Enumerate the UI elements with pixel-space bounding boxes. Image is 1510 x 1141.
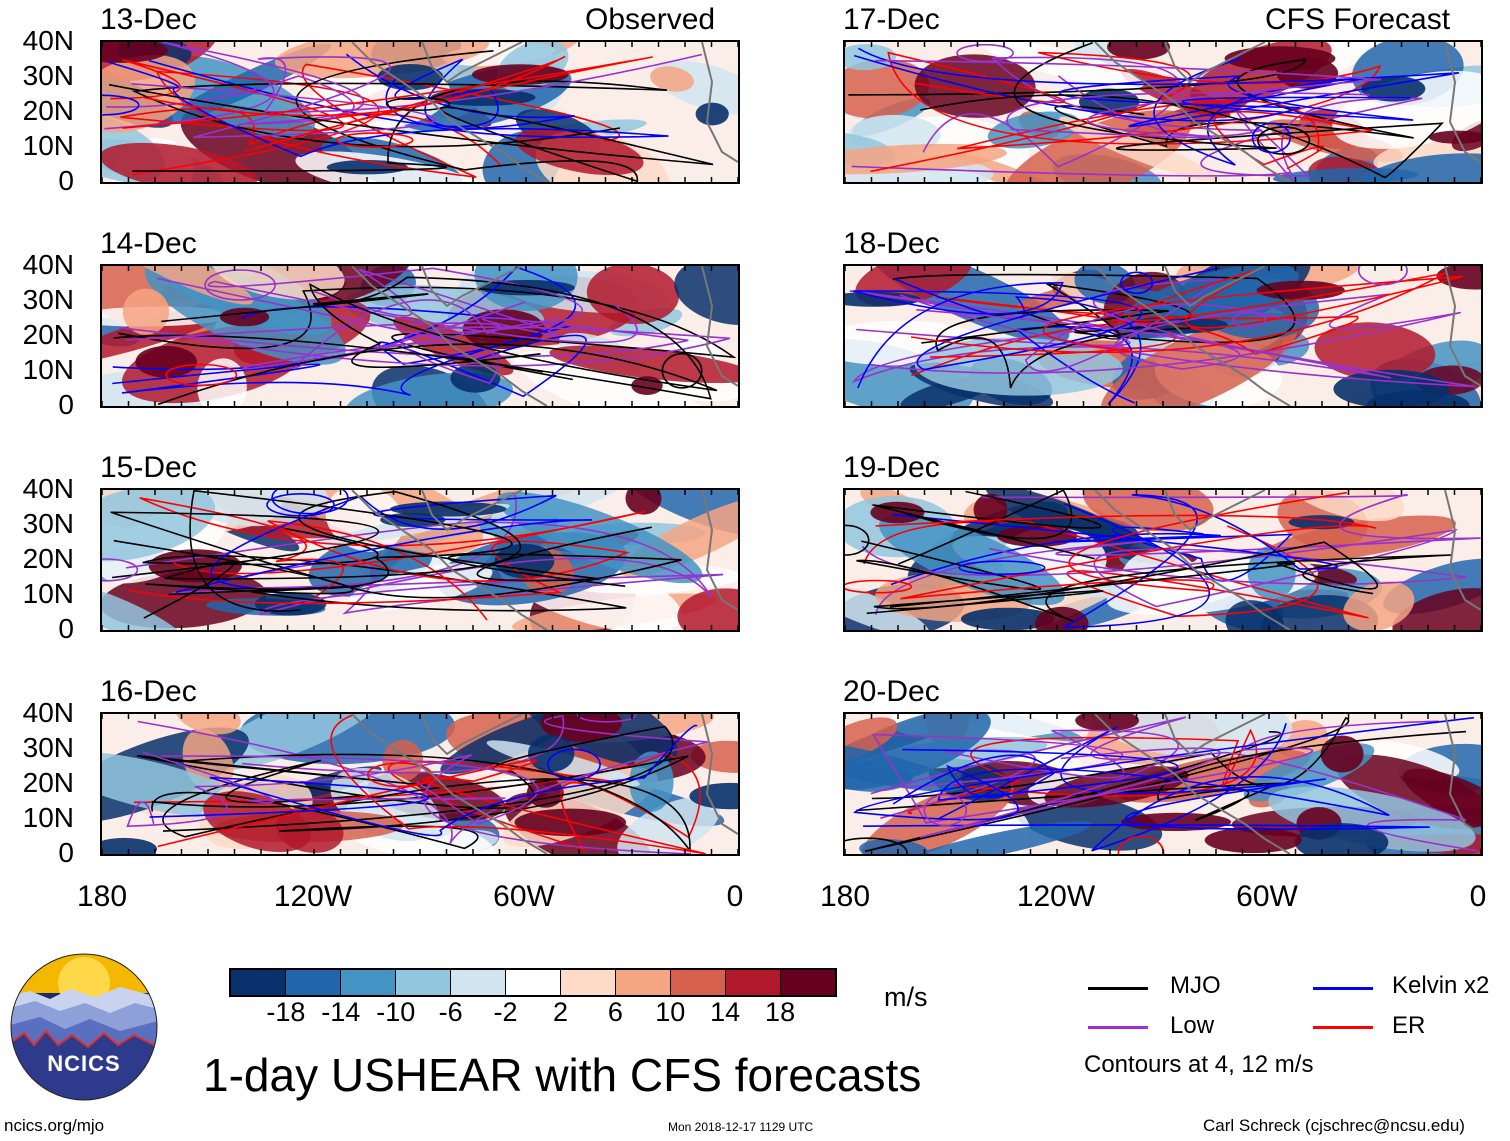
lat-label: 10N bbox=[22, 802, 74, 833]
lat-label: 20N bbox=[22, 95, 74, 126]
colorbar-tick-label: 18 bbox=[765, 997, 796, 1027]
lat-label: 30N bbox=[22, 508, 74, 539]
colorbar-swatch-0 bbox=[231, 970, 286, 995]
lat-label: 20N bbox=[22, 543, 74, 574]
lat-label: 0 bbox=[58, 389, 74, 420]
colorbar-unit: m/s bbox=[884, 982, 928, 1012]
figure-title: 1-day USHEAR with CFS forecasts bbox=[203, 1049, 922, 1101]
lat-label: 30N bbox=[22, 60, 74, 91]
colorbar-swatch-9 bbox=[726, 970, 781, 995]
colorbar-tick-label: -10 bbox=[376, 997, 416, 1027]
x-label-60w-right: 60W bbox=[1236, 880, 1298, 913]
lat-label: 10N bbox=[22, 354, 74, 385]
colorbar-tick-label: -6 bbox=[438, 997, 463, 1027]
legend-er-line bbox=[1313, 1026, 1373, 1029]
legend-kelvin-line bbox=[1313, 987, 1373, 990]
logo-text: NCICS bbox=[47, 1051, 121, 1076]
colorbar-swatch-6 bbox=[561, 970, 616, 995]
colorbar-tick-label: 10 bbox=[655, 997, 686, 1027]
colorbar-swatch-1 bbox=[286, 970, 341, 995]
colorbar-swatch-2 bbox=[341, 970, 396, 995]
panel-date-label: 16-Dec bbox=[100, 675, 197, 708]
shear-map bbox=[843, 712, 1483, 856]
legend-note: Contours at 4, 12 m/s bbox=[1084, 1051, 1314, 1078]
lat-label: 30N bbox=[22, 284, 74, 315]
footer-url-link[interactable]: ncics.org/mjo bbox=[4, 1116, 105, 1135]
x-label-180-left: 180 bbox=[76, 880, 128, 913]
colorbar-tick-label: 14 bbox=[710, 997, 741, 1027]
panel-date-label: 19-Dec bbox=[843, 451, 940, 484]
x-label-120w-left: 120W bbox=[273, 880, 353, 913]
colorbar-swatch-4 bbox=[451, 970, 506, 995]
lat-label: 20N bbox=[22, 767, 74, 798]
legend-low-label: Low bbox=[1170, 1012, 1215, 1039]
panel-date-label: 20-Dec bbox=[843, 675, 940, 708]
colorbar-tick-label: -2 bbox=[493, 997, 518, 1027]
colorbar-tick-label: -14 bbox=[321, 997, 361, 1027]
shear-map bbox=[843, 264, 1483, 408]
colorbar-tick-label: 6 bbox=[607, 997, 623, 1027]
lat-label: 20N bbox=[22, 319, 74, 350]
colorbar-swatch-3 bbox=[396, 970, 451, 995]
colorbar-swatch-7 bbox=[616, 970, 671, 995]
lat-label: 10N bbox=[22, 578, 74, 609]
shear-map bbox=[843, 488, 1483, 632]
lat-label: 0 bbox=[58, 613, 74, 644]
shear-map bbox=[100, 264, 740, 408]
x-label-0-right: 0 bbox=[1469, 880, 1487, 913]
lat-label: 30N bbox=[22, 732, 74, 763]
panel-date-label: 14-Dec bbox=[100, 227, 197, 260]
panel-date-label: 13-Dec bbox=[100, 3, 197, 36]
legend-mjo-label: MJO bbox=[1170, 972, 1221, 999]
lat-label: 40N bbox=[22, 697, 74, 728]
x-label-180-right: 180 bbox=[819, 880, 871, 913]
colorbar-swatch-5 bbox=[506, 970, 561, 995]
cfs-forecast-label: CFS Forecast bbox=[1265, 3, 1451, 36]
colorbar-swatch-8 bbox=[671, 970, 726, 995]
ncics-logo[interactable]: NCICS bbox=[10, 953, 158, 1101]
lat-label: 0 bbox=[58, 165, 74, 196]
shear-map bbox=[100, 488, 740, 632]
shear-map bbox=[100, 40, 740, 184]
lat-label: 10N bbox=[22, 130, 74, 161]
x-label-60w-left: 60W bbox=[493, 880, 555, 913]
panel-date-label: 15-Dec bbox=[100, 451, 197, 484]
colorbar-tick-label: -18 bbox=[266, 997, 306, 1027]
lat-label: 40N bbox=[22, 249, 74, 280]
footer-author: Carl Schreck (cjschrec@ncsu.edu) bbox=[1203, 1116, 1465, 1135]
colorbar-tick-label: 2 bbox=[552, 997, 568, 1027]
x-label-0-left: 0 bbox=[726, 880, 744, 913]
panel-date-label: 17-Dec bbox=[843, 3, 940, 36]
colorbar bbox=[229, 968, 837, 997]
legend-low-line bbox=[1088, 1026, 1148, 1029]
lat-label: 0 bbox=[58, 837, 74, 868]
panel-date-label: 18-Dec bbox=[843, 227, 940, 260]
lat-label: 40N bbox=[22, 25, 74, 56]
legend-mjo-line bbox=[1088, 987, 1148, 990]
colorbar-swatch-10 bbox=[781, 970, 835, 995]
footer-timestamp: Mon 2018-12-17 1129 UTC bbox=[668, 1120, 814, 1134]
legend-er-label: ER bbox=[1392, 1012, 1426, 1039]
x-label-120w-right: 120W bbox=[1016, 880, 1096, 913]
observed-label: Observed bbox=[585, 3, 716, 36]
shear-map bbox=[100, 712, 740, 856]
legend-kelvin-label: Kelvin x2 bbox=[1392, 972, 1490, 999]
shear-map bbox=[843, 40, 1483, 184]
lat-label: 40N bbox=[22, 473, 74, 504]
